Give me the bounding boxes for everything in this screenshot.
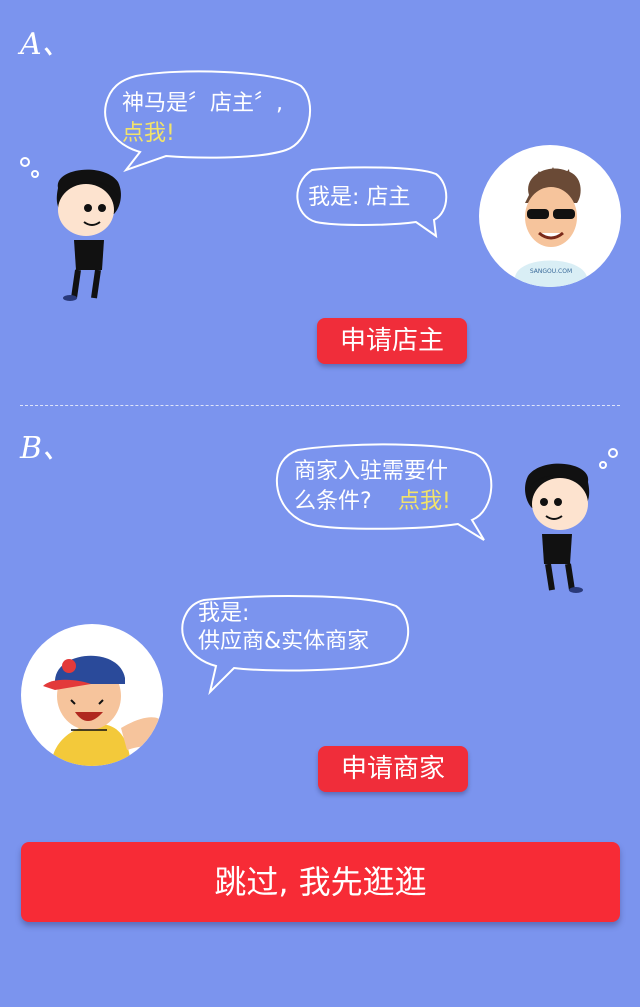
answer-bubble-b (181, 595, 410, 696)
section-a-label: A、 (20, 27, 72, 62)
apply-merchant-button[interactable]: 申请商家 (318, 746, 468, 792)
store-owner-avatar: SANGOU.COM (479, 145, 621, 287)
answer-b-line1: 我是: (198, 601, 250, 626)
section-divider (20, 405, 620, 406)
cap-boy-avatar-icon (43, 655, 163, 766)
answer-b-line2: 供应商&实体商家 (198, 629, 370, 654)
answer-bubble-a (296, 166, 448, 239)
question-b-line2: 么条件? (294, 489, 372, 514)
merchant-avatar (21, 624, 163, 766)
thought-dots-icon (20, 157, 39, 178)
sunglasses-avatar-icon: SANGOU.COM (515, 167, 587, 287)
skip-browse-button[interactable]: 跳过, 我先逛逛 (21, 842, 620, 922)
question-bubble-a (104, 70, 311, 173)
cartoon-man-icon (56, 169, 121, 301)
question-a-line1: 神马是〞店主〞, (122, 91, 283, 116)
shirt-text: SANGOU.COM (530, 268, 572, 275)
question-b-cta[interactable]: 点我! (398, 489, 451, 514)
question-bubble-b (275, 443, 493, 541)
answer-a: 我是: 店主 (308, 185, 411, 210)
cartoon-man-icon (525, 463, 590, 593)
question-a-cta[interactable]: 点我! (122, 121, 175, 146)
thought-dots-icon (599, 448, 618, 469)
section-b-label: B、 (20, 431, 73, 466)
apply-store-owner-button[interactable]: 申请店主 (317, 318, 467, 364)
question-b-line1: 商家入驻需要什 (294, 459, 449, 484)
